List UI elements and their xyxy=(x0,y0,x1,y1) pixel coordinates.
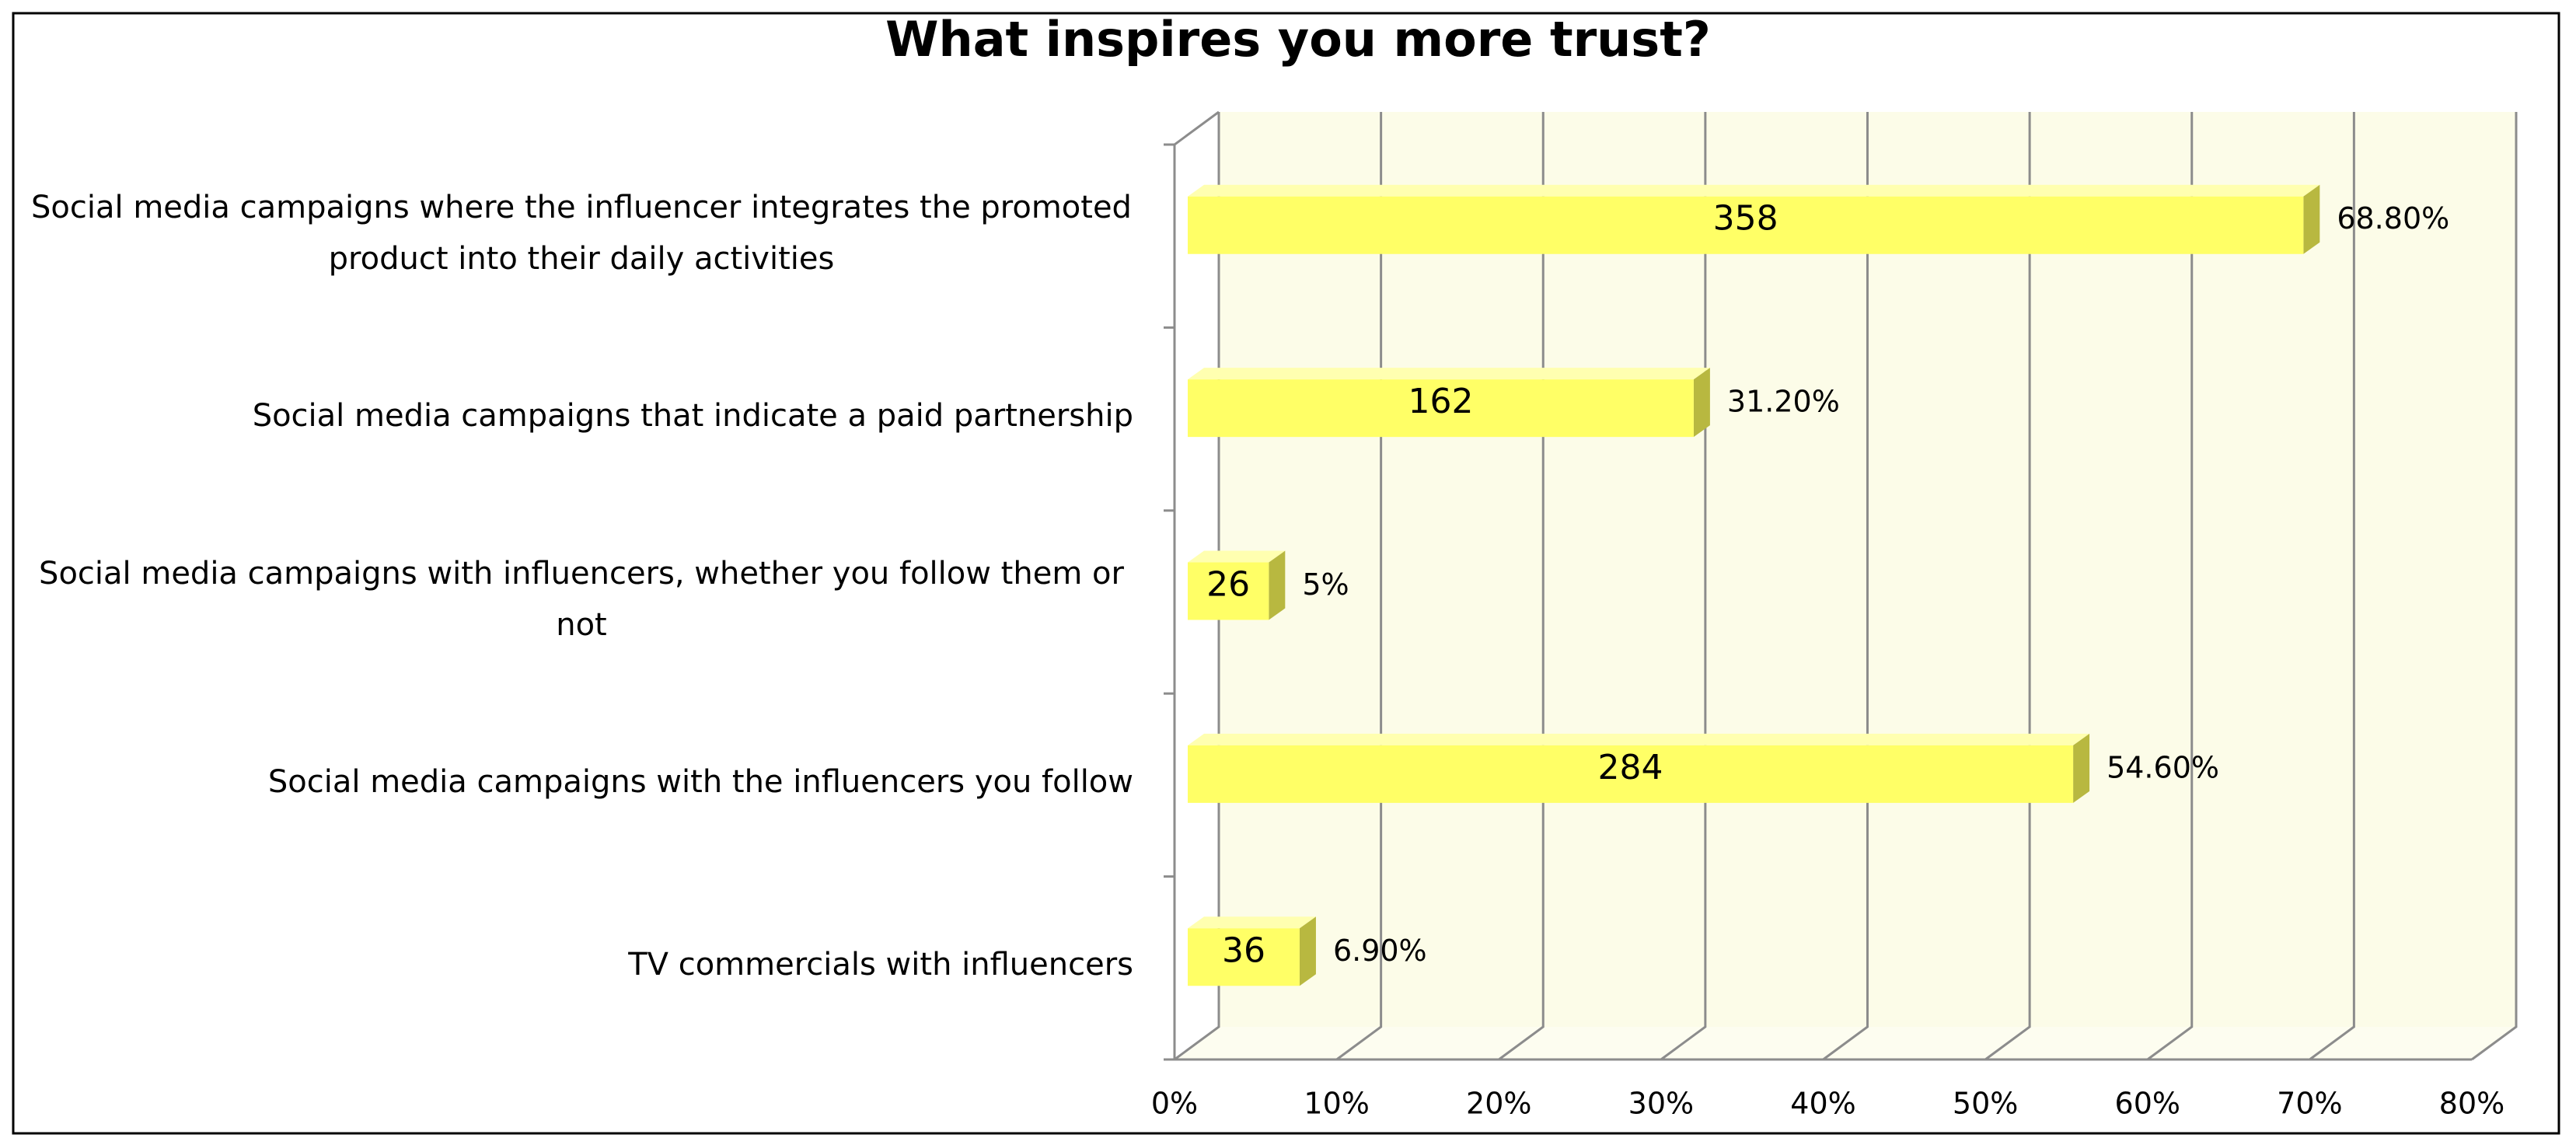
value-label: 31.20% xyxy=(1727,385,1840,419)
value-label: 5% xyxy=(1302,567,1349,602)
value-label: 6.90% xyxy=(1333,934,1427,968)
x-tick-label: 60% xyxy=(2115,1087,2180,1121)
category-label: Social media campaigns with influencers,… xyxy=(39,555,1124,643)
bar-top xyxy=(1188,184,2320,197)
category-label: Social media campaigns that indicate a p… xyxy=(252,398,1133,435)
grid-line xyxy=(1822,112,1869,1061)
grid-line xyxy=(2146,112,2194,1061)
chart-title: What inspires you more trust? xyxy=(885,11,1711,68)
bar-count-label: 162 xyxy=(1408,382,1473,421)
x-tick-label: 50% xyxy=(1953,1087,2018,1121)
value-label: 68.80% xyxy=(2337,201,2449,236)
bar xyxy=(1188,550,1286,620)
bar-count-label: 36 xyxy=(1222,930,1265,970)
bar-count-label: 26 xyxy=(1206,565,1250,605)
bar xyxy=(1188,733,2090,803)
bar-side xyxy=(1693,368,1710,438)
bar-side xyxy=(2303,184,2320,254)
value-label: 54.60% xyxy=(2107,750,2219,784)
bar-front xyxy=(1188,928,1300,986)
grid-line xyxy=(2309,112,2355,1061)
bar-top xyxy=(1188,733,2090,745)
bar-top xyxy=(1188,550,1286,563)
bar-side xyxy=(1269,550,1286,620)
bar-side xyxy=(1299,916,1316,986)
x-tick-label: 70% xyxy=(2277,1087,2342,1121)
bar xyxy=(1188,184,2320,254)
bar-front xyxy=(1188,196,2304,254)
bar-top xyxy=(1188,916,1316,929)
x-tick-label: 30% xyxy=(1628,1087,1694,1121)
bar xyxy=(1188,368,1710,438)
bar-top xyxy=(1188,368,1710,380)
x-tick-label: 0% xyxy=(1151,1087,1198,1121)
x-tick-label: 10% xyxy=(1304,1087,1369,1121)
x-tick-label: 80% xyxy=(2439,1087,2504,1121)
x-tick-label: 40% xyxy=(1790,1087,1855,1121)
grid-line xyxy=(1984,112,2031,1061)
bar-front xyxy=(1188,562,1269,620)
bar-count-label: 284 xyxy=(1598,748,1663,787)
category-label: TV commercials with influencers xyxy=(628,947,1133,983)
category-label: Social media campaigns where the influen… xyxy=(31,189,1132,277)
bar-side xyxy=(2073,733,2090,803)
x-tick-label: 20% xyxy=(1466,1087,1531,1121)
category-label: Social media campaigns with the influenc… xyxy=(267,763,1133,800)
bar-count-label: 358 xyxy=(1713,199,1778,239)
bar-front xyxy=(1188,745,2074,803)
grid-line xyxy=(2471,112,2518,1061)
bar xyxy=(1188,916,1316,986)
bar-front xyxy=(1188,379,1694,438)
